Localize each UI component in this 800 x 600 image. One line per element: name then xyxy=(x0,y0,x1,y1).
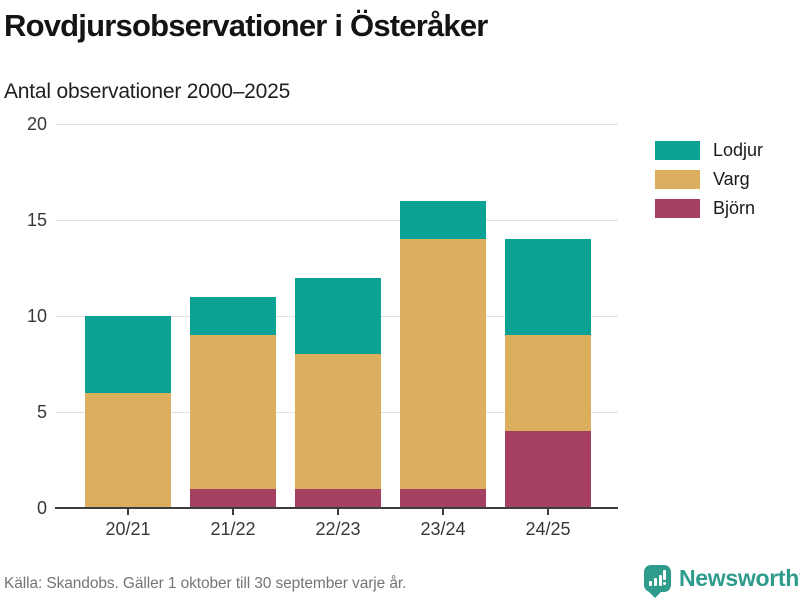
x-tick-label: 20/21 xyxy=(105,519,151,539)
legend-swatch xyxy=(655,170,700,189)
legend-swatch xyxy=(655,199,700,218)
bar-segment-23-24-varg xyxy=(400,239,486,489)
y-tick-label: 5 xyxy=(36,402,47,422)
brand-name: Newsworthy xyxy=(679,565,800,591)
x-tick-label: 22/23 xyxy=(315,519,361,539)
x-tick-label: 24/25 xyxy=(525,519,571,539)
x-tick-label: 23/24 xyxy=(420,519,466,539)
bar-segment-20-21-varg xyxy=(85,392,171,508)
source-note: Källa: Skandobs. Gäller 1 oktober till 3… xyxy=(4,575,407,592)
legend-item-björn: Björn xyxy=(655,198,763,219)
y-tick-label: 15 xyxy=(26,210,47,230)
x-tick xyxy=(127,509,129,515)
bar-segment-22-23-lodjur xyxy=(295,277,381,355)
bar-segment-24-25-varg xyxy=(505,335,591,432)
x-tick xyxy=(232,509,234,515)
bar-segment-24-25-lodjur xyxy=(505,239,591,336)
bar-segment-23-24-björn xyxy=(400,488,486,508)
bar-segment-20-21-lodjur xyxy=(85,316,171,393)
bar-segment-23-24-lodjur xyxy=(400,200,486,240)
legend-label: Varg xyxy=(713,169,750,189)
exclamation-icon xyxy=(663,570,666,585)
y-tick-label: 20 xyxy=(26,114,47,134)
legend: Lodjur Varg Björn xyxy=(655,140,763,227)
legend-swatch xyxy=(655,141,700,160)
x-tick xyxy=(442,509,444,515)
y-axis: 0 5 10 15 20 xyxy=(0,114,47,518)
bar-segment-22-23-björn xyxy=(295,488,381,508)
x-tick xyxy=(547,509,549,515)
bar-segment-21-22-varg xyxy=(190,335,276,489)
x-axis-line xyxy=(55,507,618,509)
legend-label: Lodjur xyxy=(713,140,764,160)
bar-segment-22-23-varg xyxy=(295,354,381,489)
legend-item-varg: Varg xyxy=(655,169,763,190)
bar-segment-24-25-björn xyxy=(505,431,591,508)
y-tick-label: 0 xyxy=(36,498,47,518)
brand-logo: Newsworthy xyxy=(644,565,800,598)
y-tick-label: 10 xyxy=(26,306,47,326)
bar-segment-21-22-lodjur xyxy=(190,296,276,336)
legend-item-lodjur: Lodjur xyxy=(655,140,763,161)
plot-area xyxy=(55,123,618,509)
gridline xyxy=(55,123,618,125)
newsworthy-logo-icon xyxy=(644,565,671,598)
legend-label: Björn xyxy=(713,198,756,218)
x-axis: 20/21 21/22 22/23 23/24 24/25 xyxy=(55,508,618,548)
x-tick-label: 21/22 xyxy=(210,519,256,539)
bar-segment-21-22-björn xyxy=(190,488,276,508)
speech-bubble-tail xyxy=(648,591,662,598)
mini-bar-chart-icon xyxy=(649,575,664,586)
gridline xyxy=(55,219,618,221)
chart-subtitle: Antal observationer 2000–2025 xyxy=(4,80,291,103)
x-tick xyxy=(337,509,339,515)
page-title: Rovdjursobservationer i Österåker xyxy=(4,8,488,43)
